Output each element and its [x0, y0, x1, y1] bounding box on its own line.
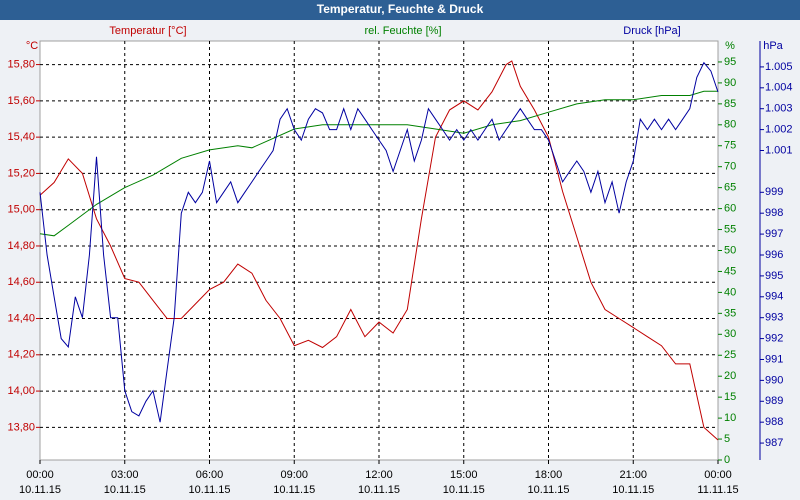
series-line [39, 90, 718, 237]
chart-title: Temperatur, Feuchte & Druck [317, 2, 484, 16]
x-tick-label: 06:00 [196, 469, 224, 481]
y-tick-label: 1.005 [765, 61, 793, 73]
y-tick-label: 25 [724, 349, 736, 361]
y-tick-label: 14,60 [7, 276, 35, 288]
y-tick-label: 95 [724, 56, 736, 68]
x-tick-label: 12:00 [365, 469, 393, 481]
y-tick-label: 987 [765, 437, 783, 449]
y-tick-label: 15,60 [7, 95, 35, 107]
y-tick-label: 998 [765, 207, 783, 219]
y-tick-label: 14,40 [7, 312, 35, 324]
y-tick-label: 990 [765, 374, 783, 386]
x-tick-date: 10.11.15 [104, 484, 146, 496]
x-tick-date: 10.11.15 [358, 484, 400, 496]
y-tick-label: 10 [724, 412, 736, 424]
legend-label: Temperatur [°C] [109, 25, 186, 37]
x-tick-date: 10.11.15 [443, 484, 485, 496]
y-tick-label: 996 [765, 249, 783, 261]
y-tick-label: 30 [724, 328, 736, 340]
x-tick-date: 11.11.15 [697, 484, 738, 496]
y-tick-label: 70 [724, 161, 736, 173]
y-tick-label: 991 [765, 353, 783, 365]
y-tick-label: 0 [724, 454, 730, 466]
y-tick-label: 15 [724, 391, 736, 403]
x-tick-date: 10.11.15 [612, 484, 654, 496]
series-line [39, 61, 719, 423]
y-tick-label: 55 [724, 223, 736, 235]
title-bar [0, 0, 800, 20]
y-tick-label: 1.003 [765, 103, 793, 115]
y-tick-label: 14,20 [7, 349, 35, 361]
y-tick-label: 995 [765, 270, 783, 282]
y-tick-label: 1.002 [765, 124, 793, 136]
x-tick-label: 09:00 [280, 469, 308, 481]
y-tick-label: 80 [724, 119, 736, 131]
y-tick-label: 60 [724, 203, 736, 215]
x-tick-date: 10.11.15 [273, 484, 315, 496]
y-tick-label: 992 [765, 332, 783, 344]
y-tick-label: 994 [765, 291, 783, 303]
y-tick-label: 90 [724, 77, 736, 89]
y-tick-label: 989 [765, 395, 783, 407]
x-tick-date: 10.11.15 [527, 484, 569, 496]
y-tick-label: 20 [724, 370, 736, 382]
y-tick-label: 14,80 [7, 240, 35, 252]
y-tick-label: 15,80 [7, 58, 35, 70]
y-tick-label: 15,00 [7, 204, 35, 216]
y-tick-label: 1.004 [765, 82, 793, 94]
legend-label: rel. Feuchte [%] [364, 25, 441, 37]
y-tick-label: 50 [724, 244, 736, 256]
series-line [39, 60, 719, 441]
x-tick-label: 15:00 [450, 469, 478, 481]
y-tick-label: 988 [765, 416, 783, 428]
y-tick-label: 40 [724, 286, 736, 298]
x-tick-label: 18:00 [535, 469, 563, 481]
y-tick-label: 14,00 [7, 385, 35, 397]
x-tick-label: 00:00 [26, 469, 54, 481]
x-tick-label: 21:00 [619, 469, 647, 481]
y-tick-label: 997 [765, 228, 783, 240]
y-tick-label: 1.001 [765, 144, 793, 156]
y-tick-label: 75 [724, 140, 736, 152]
y3-unit: hPa [763, 40, 783, 52]
y-tick-label: 65 [724, 182, 736, 194]
x-tick-date: 10.11.15 [19, 484, 61, 496]
y-tick-label: 45 [724, 265, 736, 277]
y-tick-label: 85 [724, 98, 736, 110]
y-tick-label: 35 [724, 307, 736, 319]
y-tick-label: 993 [765, 312, 783, 324]
y2-unit: % [725, 40, 735, 52]
y-tick-label: 15,20 [7, 167, 35, 179]
legend-label: Druck [hPa] [623, 25, 680, 37]
y-tick-label: 999 [765, 186, 783, 198]
x-tick-label: 03:00 [111, 469, 139, 481]
x-tick-label: 00:00 [704, 469, 732, 481]
y-tick-label: 13,80 [7, 421, 35, 433]
y-tick-label: 5 [724, 433, 730, 445]
y-tick-label: 15,40 [7, 131, 35, 143]
x-tick-date: 10.11.15 [188, 484, 230, 496]
y-unit: °C [26, 40, 38, 52]
